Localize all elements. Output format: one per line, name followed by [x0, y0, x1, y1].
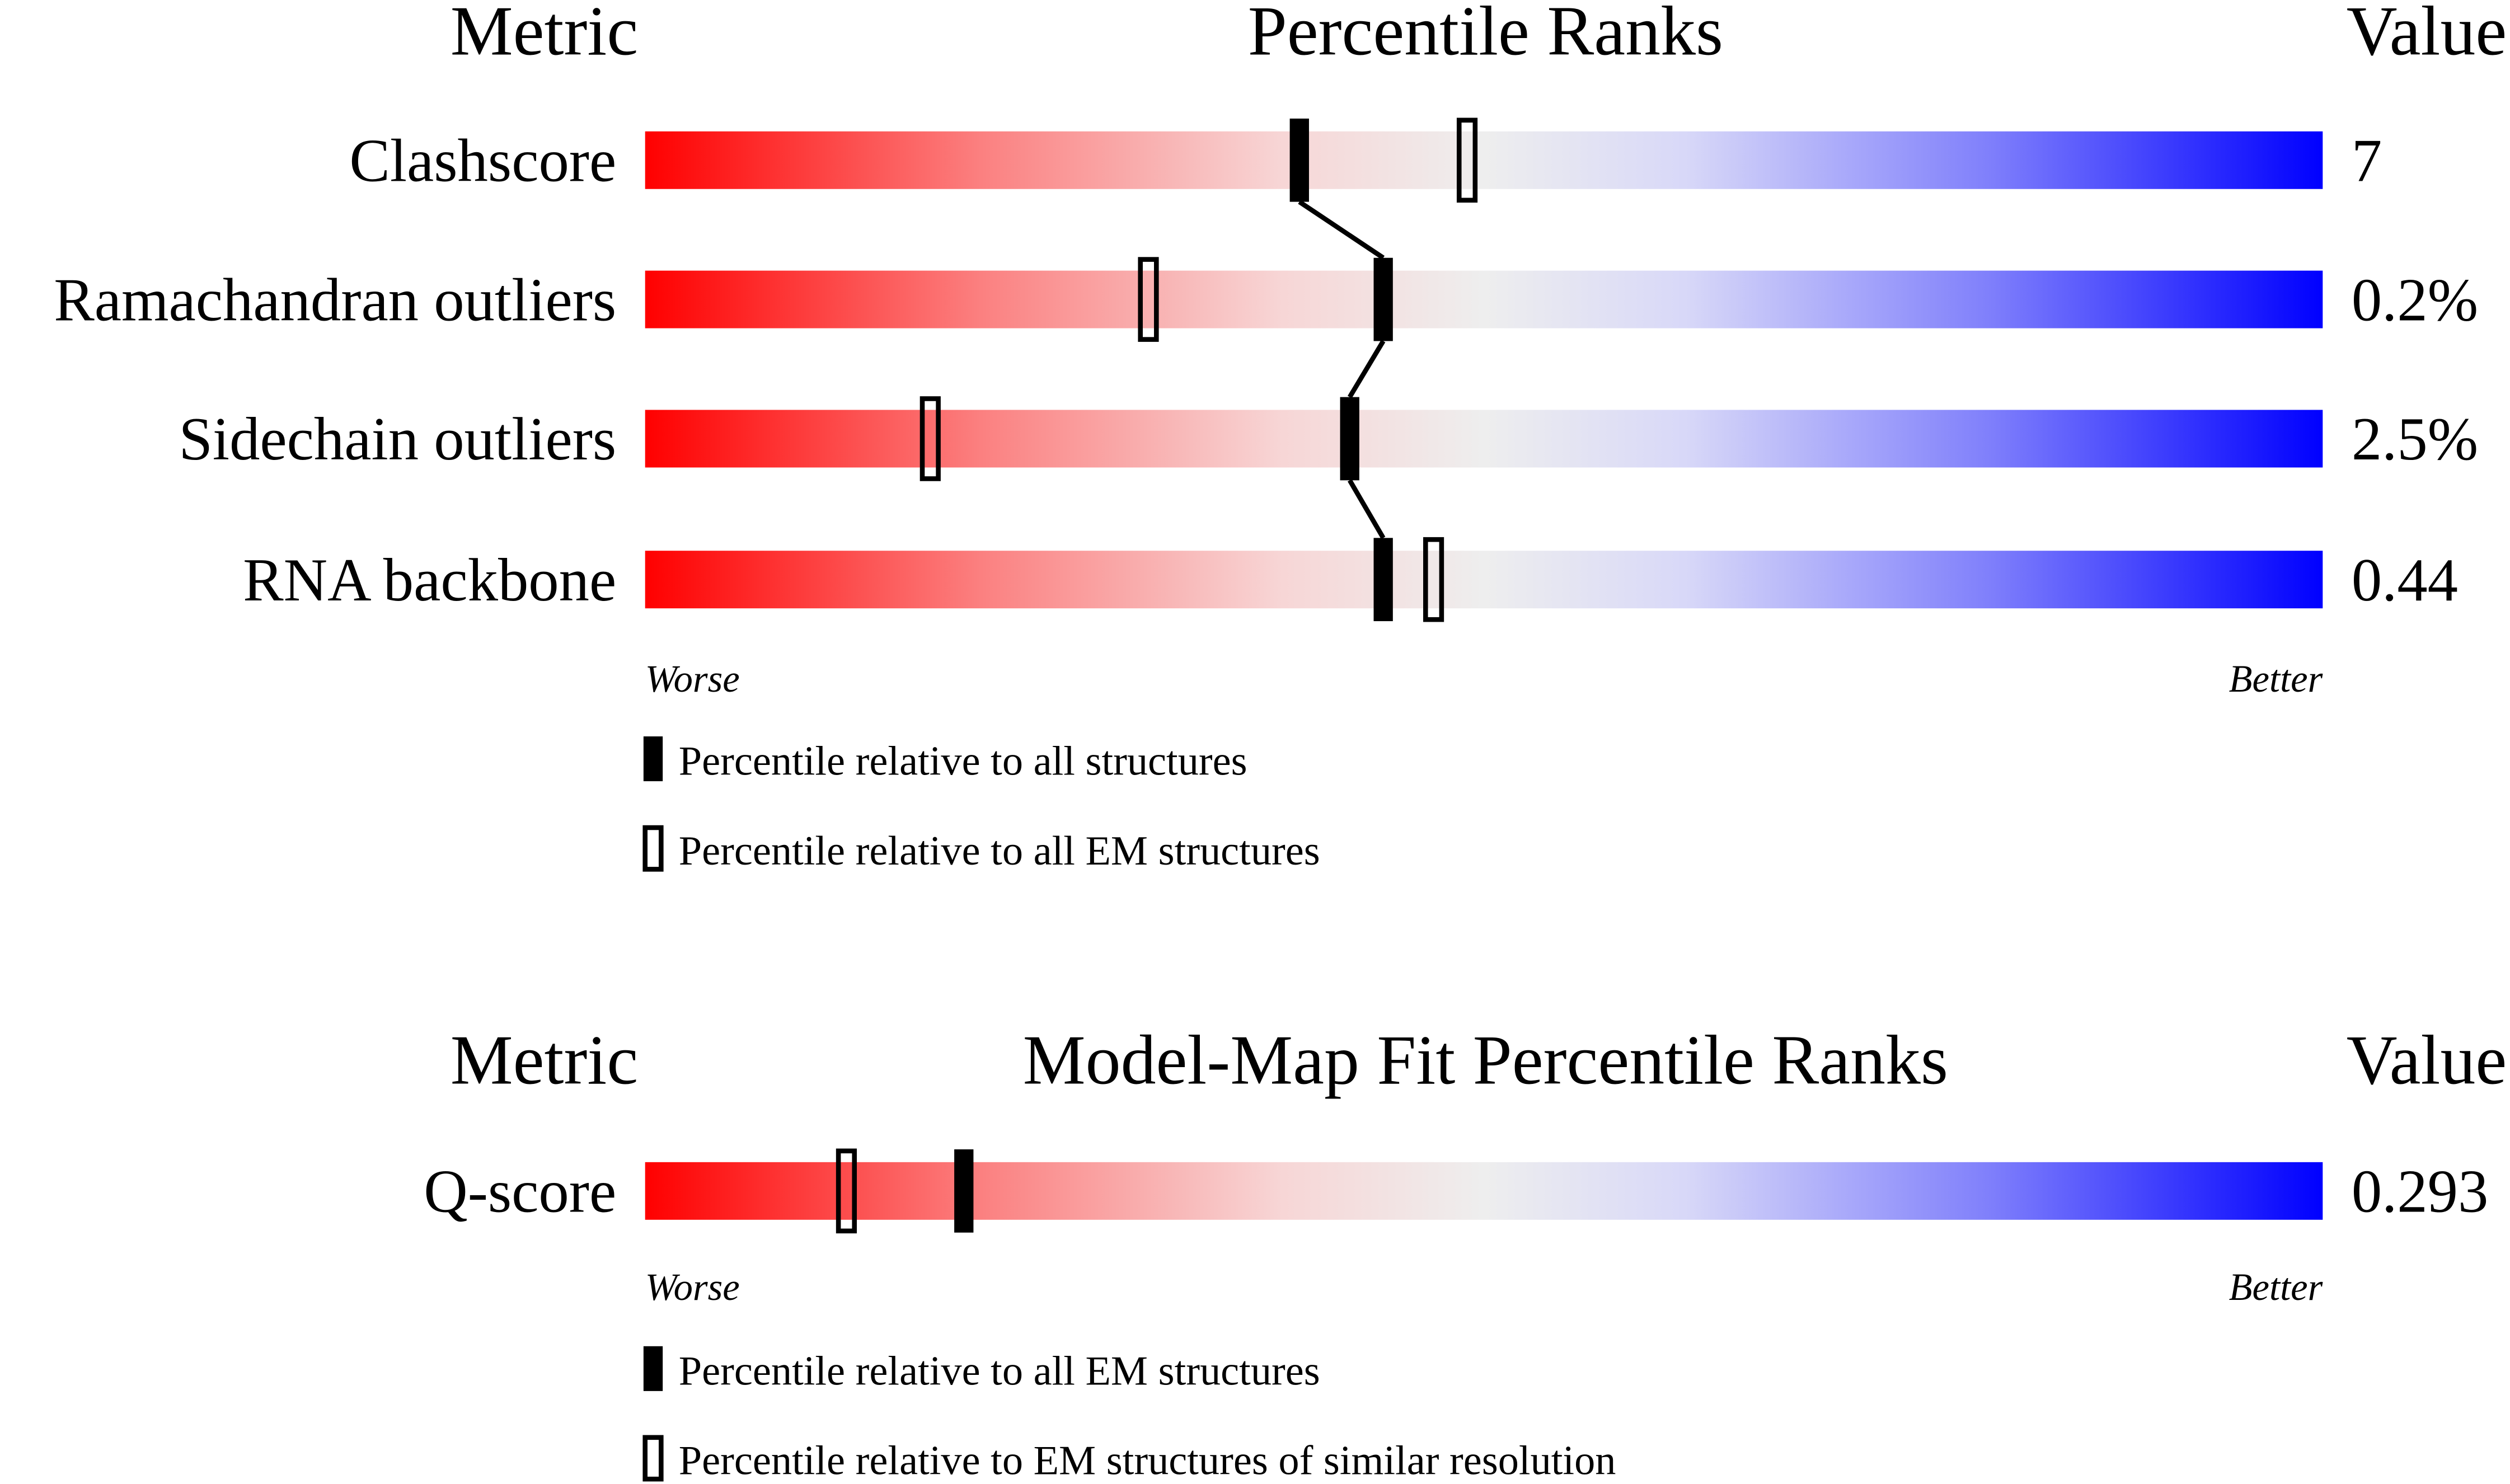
- metric-value: 0.2%: [2352, 266, 2478, 334]
- header-value: Value: [2347, 0, 2507, 70]
- percentile-bar: [645, 131, 2323, 189]
- metric-label: Q-score: [424, 1158, 616, 1225]
- connector: [1348, 479, 1386, 539]
- percentile-bar: [645, 551, 2323, 609]
- header-title: Percentile Ranks: [1248, 0, 1723, 70]
- header-metric: Metric: [451, 1022, 638, 1100]
- legend-open: Percentile relative to EM structures of …: [679, 1438, 1616, 1484]
- open-marker: [836, 1148, 857, 1234]
- filled-marker: [1289, 118, 1309, 202]
- metric-label: Sidechain outliers: [179, 405, 616, 473]
- filled-marker: [1373, 257, 1393, 341]
- worse-label: Worse: [645, 658, 740, 700]
- legend-filled: Percentile relative to all EM structures: [679, 1348, 1320, 1394]
- metric-value: 2.5%: [2352, 405, 2478, 473]
- percentile-bar: [645, 1162, 2323, 1220]
- legend-filled: Percentile relative to all structures: [679, 739, 1247, 785]
- open-marker: [1456, 118, 1478, 203]
- filled-marker: [954, 1149, 974, 1233]
- filled-marker: [1340, 397, 1359, 481]
- legend-open-swatch: [642, 1435, 664, 1482]
- metric-label: RNA backbone: [243, 546, 616, 614]
- percentile-bar: [645, 270, 2323, 328]
- legend-filled-swatch: [643, 1346, 663, 1391]
- filled-marker: [1373, 538, 1393, 622]
- open-marker: [1138, 257, 1159, 342]
- metric-label: Clashscore: [349, 126, 616, 194]
- connector: [1298, 200, 1385, 260]
- header-title: Model-Map Fit Percentile Ranks: [1023, 1022, 1948, 1100]
- metric-value: 7: [2352, 126, 2382, 194]
- open-marker: [919, 396, 941, 481]
- metric-value: 0.293: [2352, 1158, 2489, 1225]
- connector: [1348, 340, 1386, 398]
- legend-filled-swatch: [643, 736, 663, 782]
- header-metric: Metric: [451, 0, 638, 70]
- metric-value: 0.44: [2352, 546, 2458, 614]
- worse-label: Worse: [645, 1266, 740, 1308]
- better-label: Better: [2229, 658, 2323, 700]
- metric-label: Ramachandran outliers: [54, 266, 616, 334]
- header-value: Value: [2347, 1022, 2507, 1100]
- open-marker: [1423, 537, 1444, 622]
- percentile-bar: [645, 410, 2323, 468]
- legend-open-swatch: [642, 825, 664, 872]
- legend-open: Percentile relative to all EM structures: [679, 828, 1320, 874]
- better-label: Better: [2229, 1266, 2323, 1308]
